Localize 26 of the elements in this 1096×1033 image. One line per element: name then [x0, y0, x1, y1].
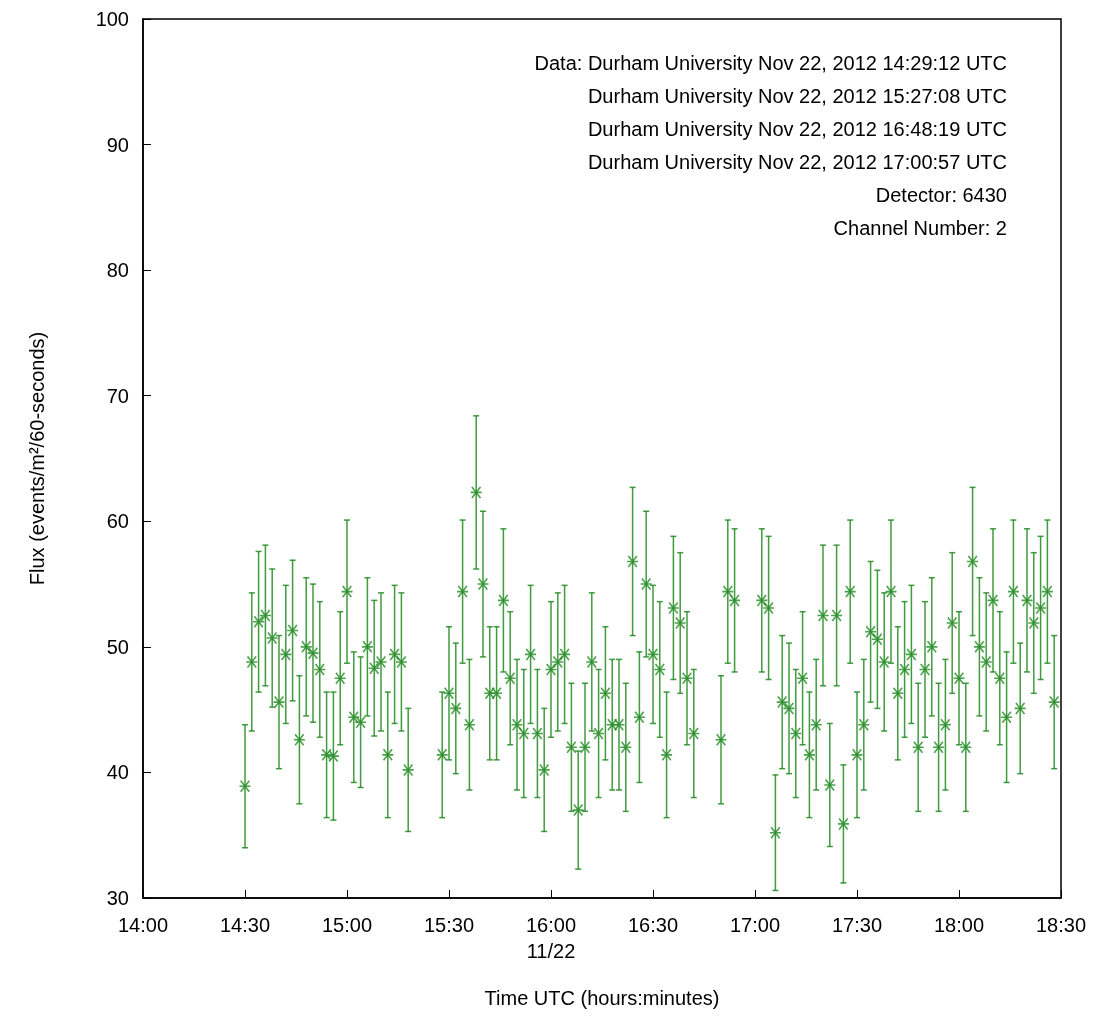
y-tick-label: 80 — [106, 259, 129, 282]
x-axis-title: Time UTC (hours:minutes) — [484, 987, 720, 1009]
x-tick-label: 15:00 — [321, 914, 373, 936]
y-tick-label: 50 — [106, 635, 129, 658]
y-tick-label: 100 — [95, 8, 129, 30]
y-axis-title: Flux (events/m²/60-seconds) — [26, 331, 48, 586]
y-tick-label: 40 — [106, 761, 129, 784]
x-tick-label: 17:30 — [831, 914, 883, 936]
x-tick-label: 16:00 11/22 — [525, 914, 577, 962]
x-tick-label: 18:00 — [933, 914, 985, 936]
y-tick-label: 30 — [106, 887, 129, 909]
x-tick-label: 14:30 — [219, 914, 271, 936]
annotation: Durham University Nov 22, 2012 16:48:19 UTC — [587, 118, 1007, 140]
y-tick-label: 90 — [106, 133, 129, 156]
x-tick-label: 17:00 — [729, 914, 781, 936]
annotation: Durham University Nov 22, 2012 17:00:57 UTC — [587, 151, 1007, 173]
y-tick-label: 60 — [106, 510, 129, 533]
x-tick-label: 18:30 — [1035, 914, 1087, 936]
x-tick-label: 14:00 — [117, 914, 169, 936]
x-tick-label: 16:30 — [627, 914, 679, 936]
annotation: Detector: 6430 — [875, 184, 1007, 206]
annotation: Data: Durham University Nov 22, 2012 14:29:12 UTC — [534, 52, 1007, 74]
annotation: Channel Number: 2 — [833, 217, 1007, 239]
annotation: Durham University Nov 22, 2012 15:27:08 UTC — [587, 85, 1007, 107]
x-tick-label: 15:30 — [423, 914, 475, 936]
y-tick-label: 70 — [106, 384, 129, 407]
